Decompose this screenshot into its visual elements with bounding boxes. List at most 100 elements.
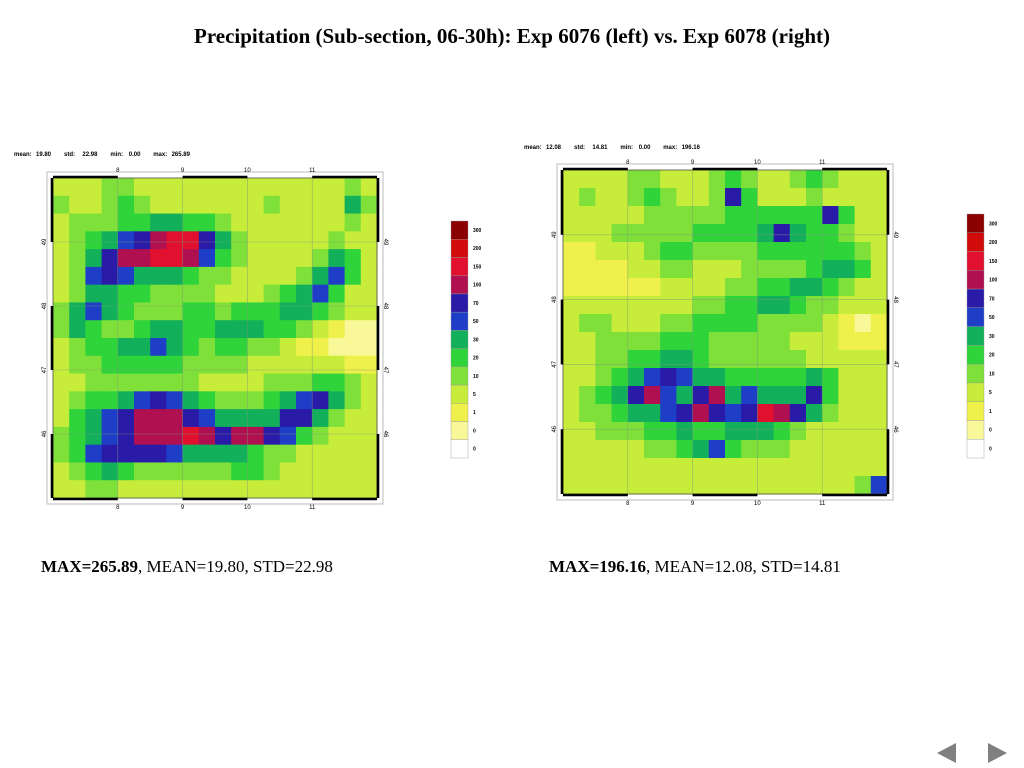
precip-cell: [789, 242, 807, 261]
precip-cell: [773, 314, 791, 333]
precip-cell: [247, 249, 265, 268]
precip-cell: [215, 266, 232, 286]
precip-cell: [725, 386, 742, 405]
precip-cell: [708, 404, 726, 423]
precip-cell: [627, 242, 645, 261]
precip-cell: [247, 391, 265, 410]
precip-cell: [344, 444, 362, 464]
y-tick-label-left: 49: [552, 231, 558, 238]
precip-cell: [854, 368, 872, 387]
precip-cell: [579, 386, 596, 405]
x-tick-label-top: 10: [754, 160, 761, 166]
precip-cell: [789, 368, 807, 387]
precip-cell: [296, 338, 313, 357]
precip-cell: [182, 480, 200, 499]
precip-cell: [854, 404, 872, 423]
precip-cell: [708, 314, 726, 333]
colorbar-label: 50: [989, 315, 995, 321]
precip-cell: [757, 242, 775, 261]
precip-cell: [676, 296, 694, 315]
precip-cell: [117, 284, 135, 304]
precip-cell: [312, 249, 329, 268]
precip-cell: [595, 314, 613, 333]
previous-slide-button[interactable]: [934, 740, 960, 766]
precip-cell: [247, 266, 265, 286]
precip-cell: [806, 476, 823, 495]
precip-cell: [563, 458, 580, 477]
precip-cell: [69, 266, 86, 286]
colorbar-swatch: [966, 326, 985, 346]
precip-cell: [854, 278, 872, 297]
precip-cell: [692, 278, 710, 297]
stats-caption-right: MAX=196.16, MEAN=12.08, STD=14.81: [549, 557, 841, 577]
precip-cell: [838, 440, 856, 459]
precip-cell: [360, 373, 378, 392]
precip-cell: [69, 213, 86, 232]
precip-cell: [870, 260, 888, 279]
precip-cell: [611, 458, 629, 477]
precip-cell: [757, 476, 775, 495]
precip-cell: [579, 350, 596, 369]
precip-cell: [627, 206, 645, 225]
precip-cell: [360, 231, 378, 250]
precip-cell: [725, 458, 742, 477]
precip-cell: [741, 206, 758, 225]
precip-cell: [579, 170, 596, 189]
precip-cell: [85, 426, 103, 446]
colorbar-swatch: [966, 251, 985, 271]
precip-cell: [773, 476, 791, 495]
x-tick-label-bottom: 10: [754, 501, 761, 507]
precip-cell: [296, 391, 313, 410]
precip-cell: [117, 338, 135, 357]
precip-cell: [822, 314, 839, 333]
precip-cell: [741, 332, 758, 351]
precip-cell: [296, 195, 313, 215]
precip-cell: [85, 195, 103, 215]
precip-cell: [676, 458, 694, 477]
precip-cell: [822, 170, 839, 189]
precip-map-panel-left: mean: 19.80 std: 22.98 min: 0.00 max: 265.89 8 8 9…: [10, 146, 488, 516]
precip-cell: [296, 373, 313, 392]
precip-cell: [296, 302, 313, 321]
precip-cell: [692, 404, 710, 423]
precip-cell: [312, 302, 329, 321]
precip-cell: [627, 476, 645, 495]
precip-cell: [263, 391, 281, 410]
precip-cell: [838, 476, 856, 495]
precip-cell: [660, 422, 677, 441]
precip-cell: [134, 355, 151, 375]
precip-cell: [838, 188, 856, 207]
precip-cell: [166, 266, 184, 286]
x-tick-label-bottom: 11: [819, 501, 826, 507]
colorbar-swatch: [450, 311, 469, 331]
precip-cell: [660, 332, 677, 351]
precip-cell: [563, 206, 580, 225]
precip-cell: [822, 260, 839, 279]
precip-cell: [789, 350, 807, 369]
precip-cell: [69, 302, 86, 321]
precip-cell: [579, 278, 596, 297]
colorbar-label: 100: [989, 278, 998, 284]
precip-cell: [692, 206, 710, 225]
precip-cell: [328, 480, 346, 499]
precip-cell: [676, 242, 694, 261]
precip-cell: [150, 195, 167, 215]
next-slide-button[interactable]: [984, 740, 1010, 766]
precip-cell: [247, 480, 265, 499]
precip-cell: [627, 386, 645, 405]
precip-cell: [150, 284, 167, 304]
precip-cell: [676, 404, 694, 423]
precip-cell: [328, 320, 346, 339]
precip-cell: [231, 444, 248, 464]
precip-cell: [725, 368, 742, 387]
precip-cell: [247, 213, 265, 232]
precip-cell: [312, 462, 329, 481]
precip-cell: [563, 350, 580, 369]
precip-cell: [69, 391, 86, 410]
precip-cell: [247, 355, 265, 375]
precip-cell: [312, 178, 329, 197]
precip-cell: [263, 462, 281, 481]
precip-cell: [247, 426, 265, 446]
precip-cell: [789, 332, 807, 351]
precip-cell: [69, 320, 86, 339]
